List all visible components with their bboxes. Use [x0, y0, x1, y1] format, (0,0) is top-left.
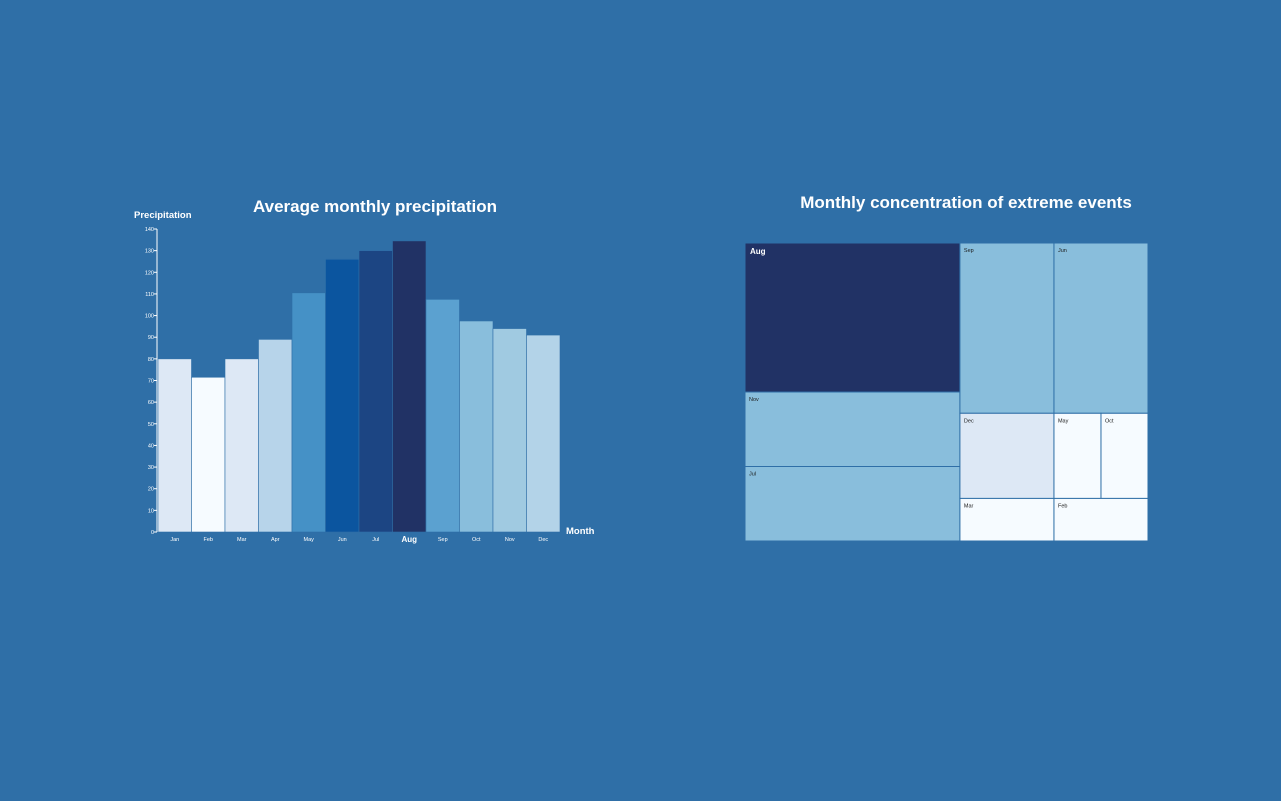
y-tick-label: 90 [148, 335, 154, 341]
x-tick-label: Sep [438, 537, 448, 543]
bar-feb[interactable] [191, 376, 226, 533]
bar-nov[interactable] [492, 328, 527, 533]
x-tick-label: Nov [505, 537, 515, 543]
bar-oct[interactable] [459, 320, 494, 533]
y-tick-label: 10 [148, 508, 154, 514]
x-tick-label: Oct [472, 537, 481, 543]
y-tick-label: 40 [148, 443, 154, 449]
y-tick-label: 140 [145, 227, 154, 233]
treemap-title: Monthly concentration of extreme events [800, 193, 1132, 212]
treemap-label-oct: Oct [1105, 418, 1114, 424]
y-tick-label: 50 [148, 422, 154, 428]
y-tick-label: 20 [148, 487, 154, 493]
bar-mar[interactable] [224, 358, 259, 533]
bar-aug[interactable] [392, 240, 427, 533]
y-tick-label: 30 [148, 465, 154, 471]
treemap-label-sep: Sep [964, 248, 974, 254]
bar-dec[interactable] [526, 334, 561, 533]
treemap-label-mar: Mar [964, 503, 974, 509]
x-tick-label: Jun [338, 537, 347, 543]
y-tick-label: 80 [148, 357, 154, 363]
x-tick-label: Mar [237, 537, 247, 543]
y-tick-label: 130 [145, 249, 154, 255]
treemap-cell-feb[interactable] [1053, 497, 1149, 542]
y-axis: 0 10 20 30 40 50 60 70 80 90 100 110 120 130 140 [145, 227, 158, 536]
x-axis-label: Month [566, 526, 595, 537]
bar-series [157, 240, 561, 533]
treemap-label-nov: Nov [749, 397, 759, 403]
x-tick-label: Aug [401, 535, 417, 544]
treemap-cell-mar[interactable] [959, 497, 1055, 542]
x-tick-label: Jan [170, 537, 179, 543]
precipitation-bar-chart: Average monthly precipitation Precipitat… [134, 197, 595, 544]
treemap-cells: Aug Nov Jul Sep Jun Dec Mar May Oct Feb [744, 242, 1149, 542]
y-tick-label: 100 [145, 314, 154, 320]
treemap-label-feb: Feb [1058, 503, 1067, 509]
x-tick-label: Dec [538, 537, 548, 543]
bar-chart-title: Average monthly precipitation [253, 197, 497, 216]
treemap-cell-sep[interactable] [959, 242, 1055, 414]
treemap-label-may: May [1058, 418, 1069, 424]
y-tick-label: 0 [151, 530, 154, 536]
treemap-cell-jul[interactable] [744, 466, 961, 542]
bar-sep[interactable] [425, 299, 460, 533]
y-tick-label: 70 [148, 379, 154, 385]
bar-apr[interactable] [258, 339, 293, 533]
y-axis-label: Precipitation [134, 210, 192, 221]
bar-jun[interactable] [325, 258, 360, 533]
bar-jul[interactable] [358, 250, 393, 533]
treemap-cell-nov[interactable] [744, 391, 961, 467]
treemap-label-dec: Dec [964, 418, 974, 424]
x-tick-label: Apr [271, 537, 280, 543]
treemap-label-aug: Aug [750, 247, 766, 256]
treemap-cell-aug[interactable] [744, 242, 961, 393]
treemap-label-jun: Jun [1058, 248, 1067, 254]
y-tick-label: 120 [145, 270, 154, 276]
treemap-cell-jun[interactable] [1053, 242, 1149, 414]
x-tick-label: May [304, 537, 315, 543]
bar-jan[interactable] [157, 358, 192, 533]
x-tick-label: Jul [372, 537, 379, 543]
treemap-cell-oct[interactable] [1100, 412, 1149, 499]
y-tick-label: 60 [148, 400, 154, 406]
treemap-cell-dec[interactable] [959, 412, 1055, 499]
treemap-label-jul: Jul [749, 472, 756, 478]
y-tick-label: 110 [145, 292, 154, 298]
x-tick-label: Feb [204, 537, 213, 543]
x-axis: Jan Feb Mar Apr May Jun Jul Aug Sep Oct Nov Dec [170, 535, 548, 544]
bar-may[interactable] [291, 292, 326, 533]
treemap-cell-may[interactable] [1053, 412, 1102, 499]
